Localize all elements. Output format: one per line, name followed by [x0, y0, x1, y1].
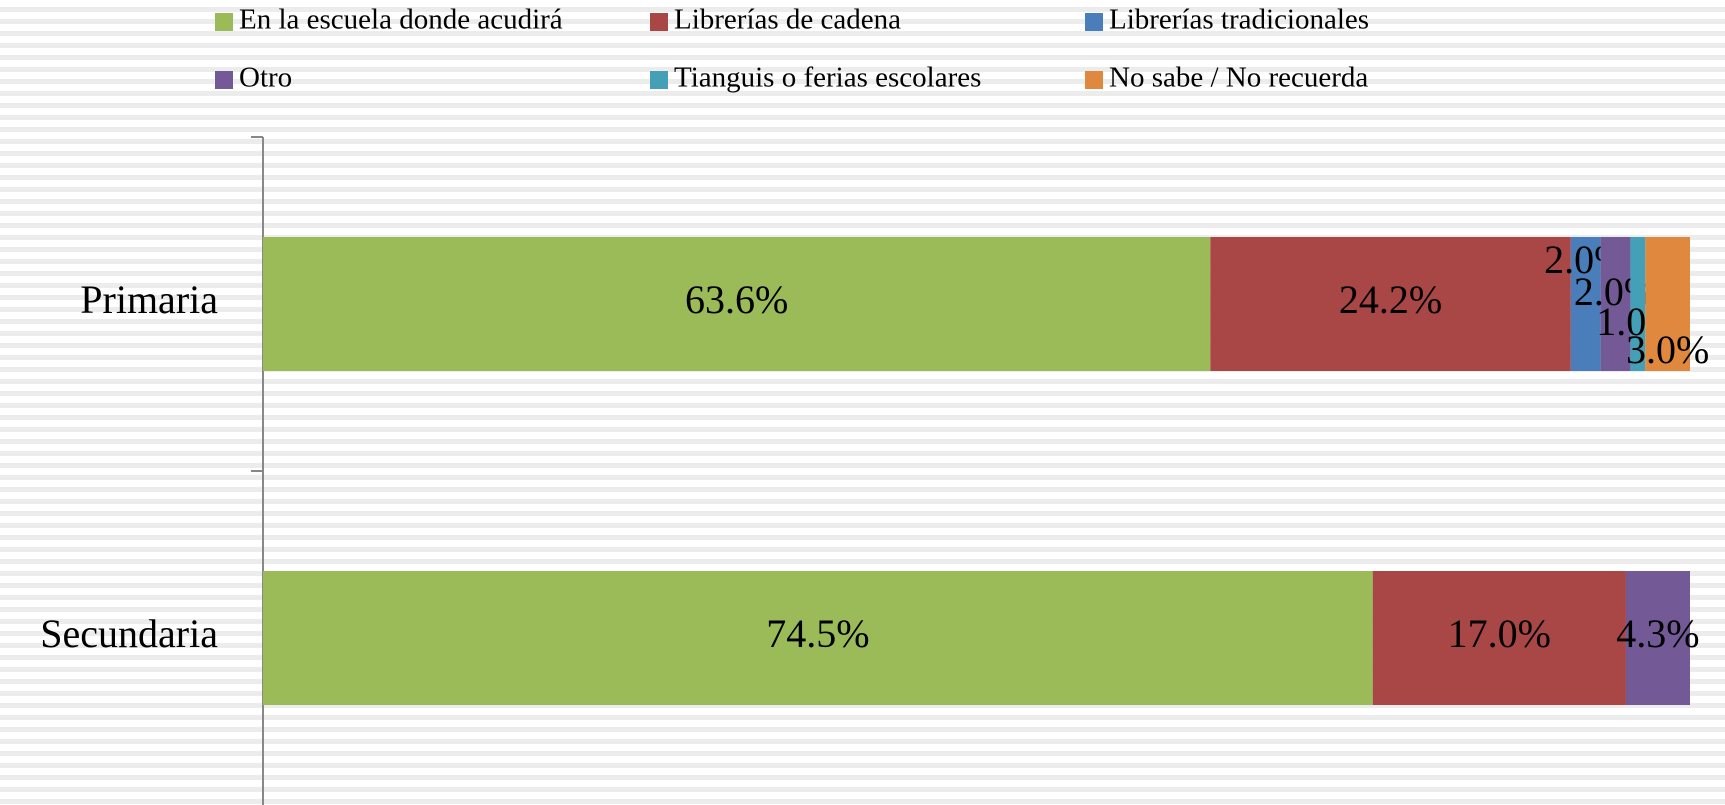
legend-swatch	[1085, 13, 1103, 31]
legend-swatch	[215, 13, 233, 31]
legend-label: Librerías tradicionales	[1109, 4, 1369, 36]
data-label: 74.5%	[766, 611, 869, 656]
category-label: Primaria	[80, 277, 218, 322]
legend-swatch	[650, 13, 668, 31]
bar-segment	[1625, 571, 1690, 705]
legend-label: No sabe / No recuerda	[1109, 62, 1368, 94]
legend-swatch	[650, 71, 668, 89]
legend-label: Otro	[239, 62, 292, 94]
legend-swatch	[1085, 71, 1103, 89]
bar-segment	[263, 237, 1211, 371]
data-label: 3.0%	[1626, 327, 1709, 372]
data-label: 63.6%	[685, 277, 788, 322]
legend-label: Tianguis o ferias escolares	[674, 62, 981, 94]
bar-segment	[1600, 237, 1631, 371]
legend-label: Librerías de cadena	[674, 4, 901, 36]
bar-segment	[1570, 237, 1601, 371]
bar-segment	[263, 571, 1373, 705]
bar-segment	[1372, 571, 1626, 705]
category-label: Secundaria	[40, 611, 218, 656]
bar-segment	[1210, 237, 1571, 371]
bar-segment	[1645, 237, 1690, 371]
legend-label: En la escuela donde acudirá	[239, 4, 563, 36]
data-label: 4.3%	[1616, 611, 1699, 656]
data-label: 17.0%	[1448, 611, 1551, 656]
bar-segment	[1630, 237, 1646, 371]
data-label: 24.2%	[1339, 277, 1442, 322]
legend-swatch	[215, 71, 233, 89]
